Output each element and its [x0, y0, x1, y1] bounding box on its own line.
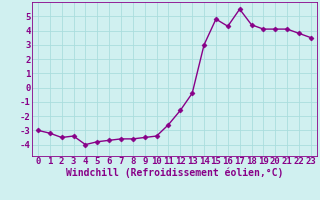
X-axis label: Windchill (Refroidissement éolien,°C): Windchill (Refroidissement éolien,°C) [66, 168, 283, 178]
